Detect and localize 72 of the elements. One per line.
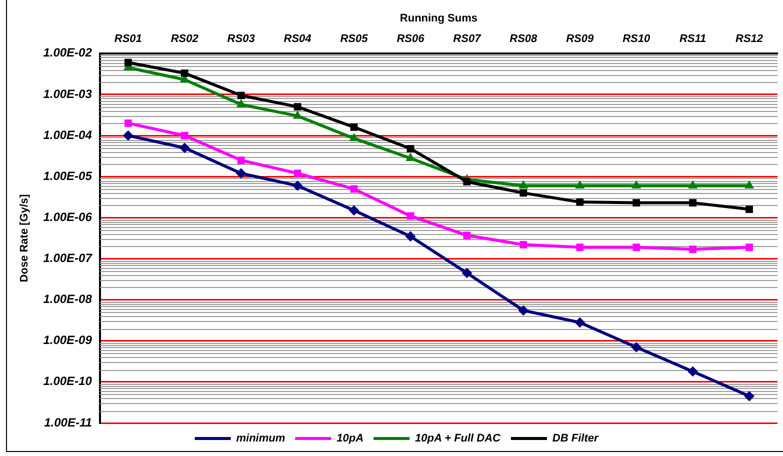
point xyxy=(746,206,753,213)
y-tick-label: 1.00E-10 xyxy=(43,374,92,388)
legend-label: 10pA xyxy=(336,432,364,445)
point xyxy=(237,92,245,100)
point xyxy=(350,185,358,193)
y-tick-label: 1.00E-03 xyxy=(43,86,92,101)
point xyxy=(180,132,188,140)
point xyxy=(744,391,754,402)
x-tick-label: RS06 xyxy=(396,32,426,45)
x-tick-label: RS11 xyxy=(679,32,706,45)
point xyxy=(294,170,302,178)
x-tick-label: RS05 xyxy=(340,32,369,45)
point xyxy=(519,180,528,188)
point xyxy=(406,144,414,152)
point xyxy=(744,180,754,188)
point xyxy=(632,199,640,206)
point xyxy=(236,168,246,178)
point xyxy=(123,130,134,141)
point xyxy=(294,103,302,111)
point xyxy=(576,244,584,251)
point xyxy=(293,110,302,119)
point xyxy=(406,212,414,220)
point xyxy=(237,156,245,164)
y-tick-label: 1.00E-07 xyxy=(43,251,94,266)
point xyxy=(520,240,528,248)
point xyxy=(688,366,698,376)
point xyxy=(576,198,584,206)
point xyxy=(405,231,416,242)
legend-label: DB Filter xyxy=(552,432,599,445)
x-tick-label: RS02 xyxy=(170,32,198,45)
x-tick-label: RS01 xyxy=(114,32,142,45)
y-tick-label: 1.00E-09 xyxy=(43,333,92,348)
point xyxy=(350,133,358,142)
x-tick-label: RS08 xyxy=(510,32,538,45)
y-axis-title: Dose Rate [Gy/s] xyxy=(18,194,31,282)
point xyxy=(180,69,188,77)
point xyxy=(575,180,584,188)
x-axis-title: Running Sums xyxy=(400,12,478,25)
point xyxy=(574,318,585,328)
point xyxy=(632,180,641,188)
point xyxy=(124,58,132,66)
point xyxy=(292,180,303,191)
point xyxy=(688,180,698,188)
x-tick-label: RS07 xyxy=(453,32,482,45)
y-tick-label: 1.00E-08 xyxy=(43,292,92,306)
point xyxy=(632,244,640,251)
point xyxy=(236,99,246,108)
y-tick-label: 1.00E-11 xyxy=(44,415,92,430)
point xyxy=(180,142,190,153)
x-tick-label: RS12 xyxy=(736,32,764,45)
point xyxy=(746,244,753,251)
point xyxy=(689,246,696,253)
point xyxy=(520,189,528,197)
x-tick-label: RS10 xyxy=(622,32,651,45)
x-tick-label: RS04 xyxy=(284,32,312,45)
y-tick-label: 1.00E-06 xyxy=(43,210,92,224)
x-tick-label: RS09 xyxy=(566,32,594,45)
y-tick-label: 1.00E-05 xyxy=(43,168,92,183)
x-tick-label: RS03 xyxy=(227,32,255,45)
point xyxy=(350,123,358,131)
point xyxy=(463,178,471,186)
point xyxy=(463,232,471,240)
point xyxy=(689,199,696,206)
y-tick-label: 1.00E-04 xyxy=(43,128,92,142)
point xyxy=(124,119,132,127)
legend-label: minimum xyxy=(236,432,286,445)
point xyxy=(518,305,528,316)
y-tick-label: 1.00E-02 xyxy=(43,46,92,60)
point xyxy=(462,268,472,278)
point xyxy=(631,342,642,352)
point xyxy=(349,205,359,216)
legend-label: 10pA + Full DAC xyxy=(415,432,502,445)
